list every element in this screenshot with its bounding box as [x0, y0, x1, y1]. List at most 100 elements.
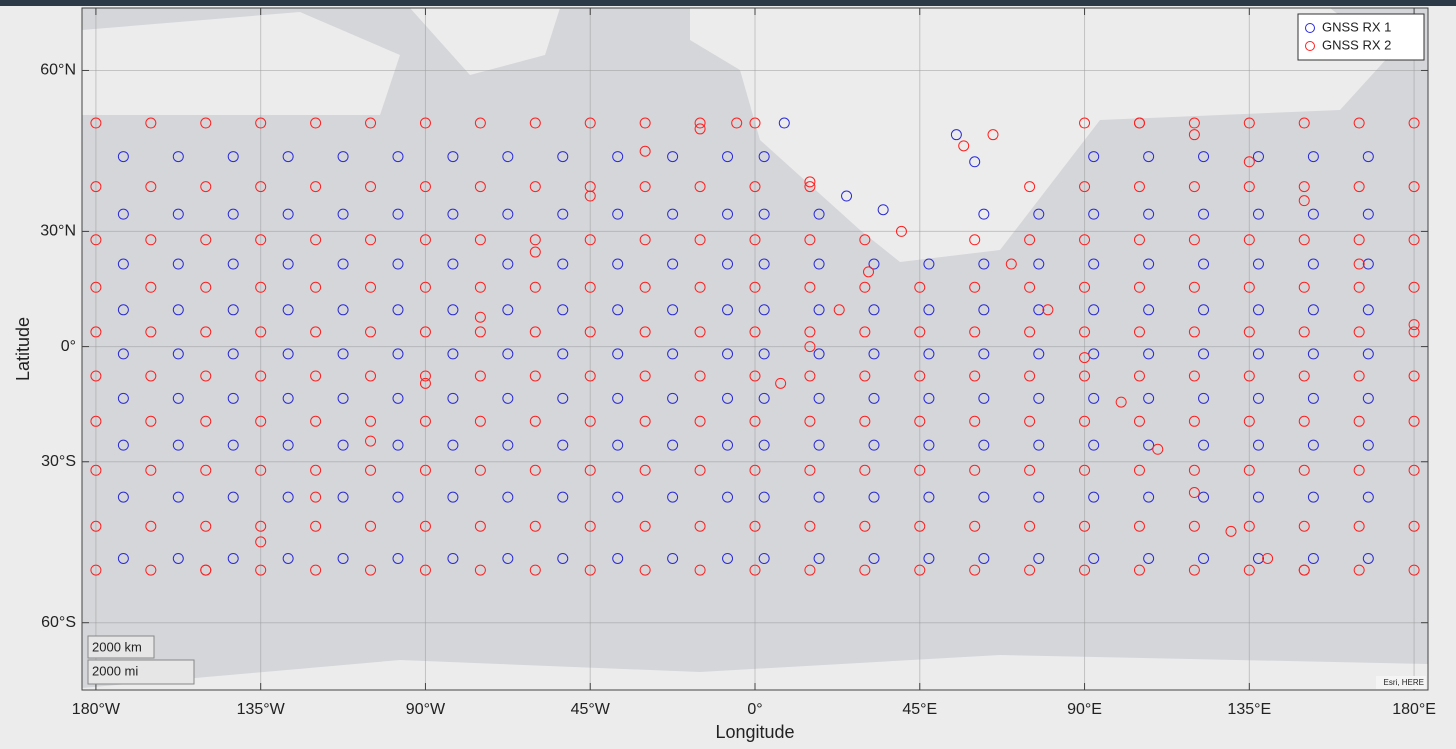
point — [557, 151, 569, 163]
point — [749, 117, 761, 129]
point — [639, 520, 651, 532]
point — [419, 234, 431, 246]
point — [1133, 234, 1145, 246]
point — [868, 348, 880, 360]
point — [758, 304, 770, 316]
x-tick-label: 180°W — [72, 701, 121, 718]
point — [667, 151, 679, 163]
point — [1133, 326, 1145, 338]
point — [868, 304, 880, 316]
point — [337, 258, 349, 270]
point — [474, 370, 486, 382]
point — [90, 520, 102, 532]
point — [337, 348, 349, 360]
point — [804, 564, 816, 576]
point — [200, 520, 212, 532]
point — [1362, 392, 1374, 404]
point — [1408, 234, 1420, 246]
point — [255, 326, 267, 338]
point — [1243, 520, 1255, 532]
point — [758, 258, 770, 270]
point — [1133, 281, 1145, 293]
point — [419, 415, 431, 427]
point — [804, 176, 816, 188]
point — [447, 151, 459, 163]
point — [1033, 439, 1045, 451]
point — [392, 208, 404, 220]
point — [1298, 520, 1310, 532]
point — [694, 464, 706, 476]
point — [117, 151, 129, 163]
point — [758, 151, 770, 163]
point — [804, 415, 816, 427]
point — [255, 415, 267, 427]
point — [778, 117, 790, 129]
point — [502, 348, 514, 360]
point — [145, 520, 157, 532]
point — [365, 415, 377, 427]
point — [1353, 234, 1365, 246]
point — [337, 208, 349, 220]
x-tick-label: 45°W — [571, 701, 611, 718]
point — [200, 326, 212, 338]
point — [310, 181, 322, 193]
point — [502, 392, 514, 404]
point — [117, 491, 129, 503]
point — [1033, 491, 1045, 503]
point — [1307, 348, 1319, 360]
point — [923, 552, 935, 564]
point — [1143, 151, 1155, 163]
point — [1198, 304, 1210, 316]
point — [1079, 352, 1091, 364]
point — [255, 281, 267, 293]
point — [1353, 117, 1365, 129]
legend-marker — [1305, 23, 1315, 33]
point — [282, 151, 294, 163]
point — [1307, 208, 1319, 220]
point — [474, 464, 486, 476]
x-tick-label: 90°W — [406, 701, 446, 718]
point — [557, 208, 569, 220]
point — [1243, 326, 1255, 338]
point — [1252, 208, 1264, 220]
point — [813, 439, 825, 451]
point — [1079, 564, 1091, 576]
point — [200, 181, 212, 193]
point — [1198, 208, 1210, 220]
point — [749, 520, 761, 532]
point — [557, 348, 569, 360]
point — [584, 520, 596, 532]
point — [978, 392, 990, 404]
point — [1188, 326, 1200, 338]
point — [1133, 520, 1145, 532]
point — [365, 564, 377, 576]
point — [749, 181, 761, 193]
point — [584, 281, 596, 293]
point — [969, 564, 981, 576]
point — [365, 181, 377, 193]
point — [172, 151, 184, 163]
point — [667, 552, 679, 564]
point — [969, 156, 981, 168]
point — [447, 258, 459, 270]
y-tick-label: 60°N — [40, 62, 76, 79]
point — [419, 520, 431, 532]
point — [612, 208, 624, 220]
point — [758, 208, 770, 220]
point — [502, 552, 514, 564]
point — [694, 326, 706, 338]
point — [310, 117, 322, 129]
point — [584, 415, 596, 427]
point — [1307, 258, 1319, 270]
point — [584, 370, 596, 382]
point — [1024, 281, 1036, 293]
point — [694, 181, 706, 193]
point — [1188, 415, 1200, 427]
point — [145, 464, 157, 476]
point — [1362, 304, 1374, 316]
point — [1408, 319, 1420, 331]
point — [694, 415, 706, 427]
point — [1143, 552, 1155, 564]
grid — [82, 8, 1428, 690]
point — [1243, 281, 1255, 293]
